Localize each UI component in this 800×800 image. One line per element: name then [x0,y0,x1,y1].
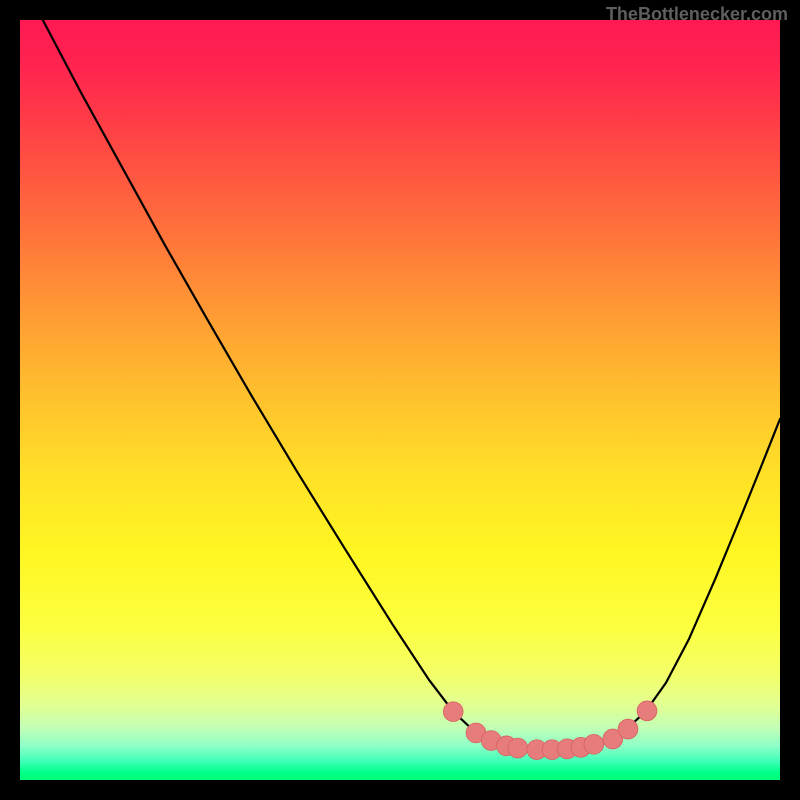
watermark-text: TheBottlenecker.com [606,4,788,25]
gradient-background [20,20,780,780]
plot-area [20,20,780,780]
chart-container: TheBottlenecker.com [0,0,800,800]
